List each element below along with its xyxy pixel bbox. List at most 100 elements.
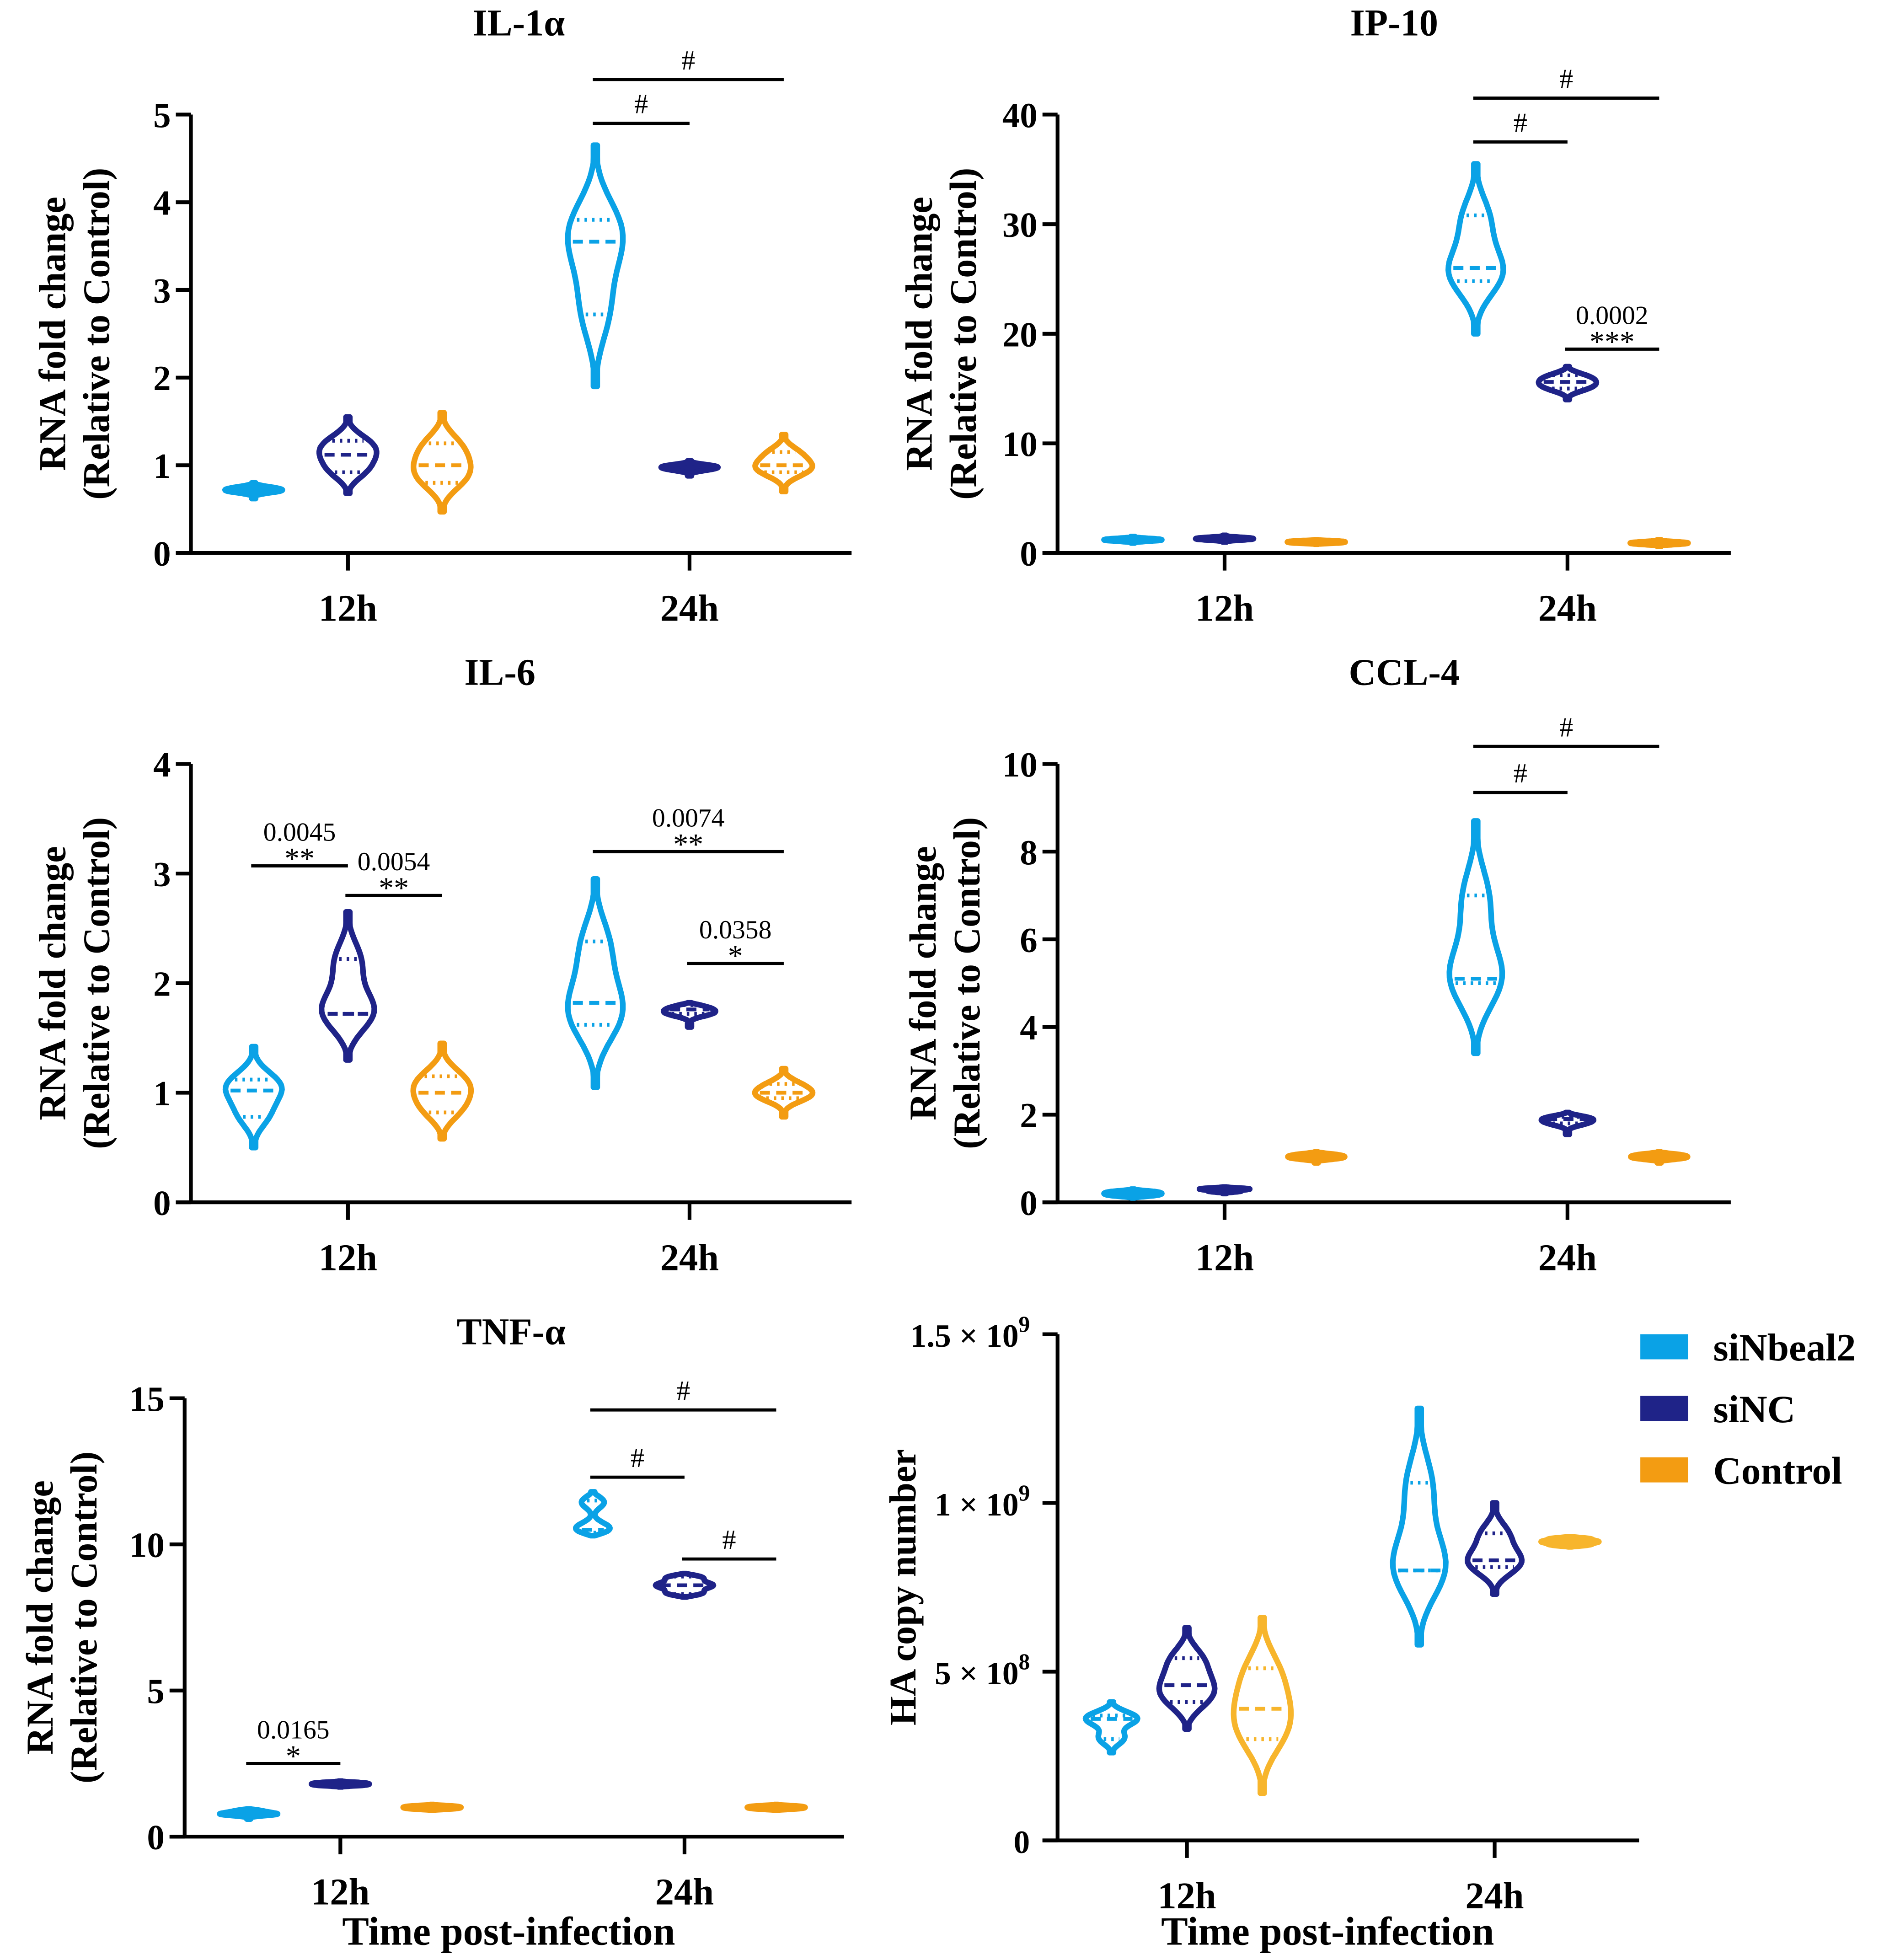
y-tick-base: 5 × 10 [935,1655,1019,1692]
violin-Control-24h [752,1066,816,1120]
y-tick-label: 1 [153,446,171,486]
violin-siNbeal2-24h [573,1489,613,1539]
x-tick-label: 12h [319,1237,377,1278]
y-tick-label: 8 [1020,833,1037,872]
violin-shape [318,909,377,1063]
panel-4: CCL-4 0 2 4 6 8 10 12h 24h RNA fold change (Relati… [902,652,1731,1278]
y-tick-label: 5 [153,96,171,135]
x-axis-label: Time post-infection [1161,1909,1494,1954]
violin-Control-24h [752,432,815,495]
y-tick-label: 4 [153,183,171,223]
y-tick-base: 1.5 × 10 [910,1318,1018,1354]
violin-shape [1285,1149,1348,1166]
significance-bar: ***0.0002 [1565,301,1659,359]
violin-Control-12h [400,1801,464,1814]
legend-label: siNbeal2 [1713,1326,1856,1369]
legend-swatch [1640,1396,1688,1421]
y-tick-label: 0 [153,534,171,573]
violin-shape [1285,537,1348,547]
significance-bar: # [1473,107,1568,144]
violin-siNbeal2-12h [1101,1186,1165,1201]
violin-siNC-12h [318,909,377,1063]
significance-label: # [676,1376,690,1406]
legend-label: Control [1713,1449,1842,1492]
x-tick-label: 12h [1157,1875,1216,1917]
legend-item: siNC [1640,1388,1795,1431]
violin-shape [222,1044,285,1151]
significance-label: # [1514,107,1527,138]
x-tick-label: 12h [1195,1237,1254,1278]
significance-bar: # [682,1525,776,1561]
violin-shape [308,1778,372,1790]
significance-bar: # [1473,758,1568,794]
violin-siNC-24h [1465,1500,1525,1597]
x-tick-label: 12h [311,1871,369,1913]
violin-siNC-24h [660,1000,718,1030]
significance-bar: **0.0074 [593,803,784,861]
legend: siNbeal2 siNC Control [1640,1326,1856,1492]
y-axis-label: RNA fold change [32,846,74,1120]
violin-shape [565,876,626,1090]
y-axis-label: RNA fold change [32,197,74,471]
y-tick-label: 4 [1020,1008,1037,1047]
violin-siNbeal2-12h [222,1044,285,1151]
significance-label: *** [1590,325,1635,359]
violin-Control-24h [1628,1149,1691,1166]
violin-shape [658,458,721,479]
significance-label: # [631,1443,644,1473]
violin-shape [1082,1699,1140,1756]
significance-bar: *0.0358 [687,916,784,973]
y-tick-label: 30 [1002,205,1038,245]
violin-shape [1156,1625,1218,1732]
violin-siNbeal2-24h [565,142,626,390]
y-tick-base: 1 × 10 [935,1487,1019,1523]
y-tick-label: 2 [153,964,171,1003]
violin-shape [1446,818,1505,1056]
violin-siNbeal2-24h [565,876,626,1090]
significance-label: # [1514,758,1527,789]
violin-shape [400,1801,464,1814]
violin-shape [1627,537,1691,550]
y-axis-label: RNA fold change [19,1480,61,1755]
violin-siNbeal2-24h [1390,1405,1449,1648]
violin-shape [565,142,626,390]
y-tick-label: 6 [1020,920,1037,959]
violin-Control-12h [1231,1615,1294,1796]
y-tick-label: 0 [1020,1183,1037,1223]
violin-siNbeal2-12h [217,1806,281,1822]
significance-label: * [286,1740,301,1773]
y-tick-exponent: 9 [1019,1312,1030,1337]
y-tick-label: 0 [1014,1824,1030,1860]
panel-title: IP-10 [1350,2,1438,44]
significance-label: # [634,89,648,120]
violin-Control-24h [744,1801,808,1814]
legend-item: Control [1640,1449,1842,1492]
y-tick-label: 3 [153,855,171,894]
x-tick-label: 24h [655,1871,714,1913]
violin-siNC-24h [1538,1109,1597,1137]
violin-shape [1390,1405,1449,1648]
y-tick-label: 0 [147,1818,164,1857]
panel-2: IP-10 0 10 20 30 40 12h 24h RNA fold change (Rela… [899,2,1731,629]
x-tick-label: 24h [660,1237,719,1278]
p-value-label: 0.0074 [652,803,725,832]
x-tick-label: 12h [1195,587,1254,629]
x-axis-label: Time post-infection [342,1909,675,1954]
p-value-label: 0.0002 [1576,301,1648,330]
y-tick-label: 40 [1002,96,1038,135]
panel-1: IL-1α 0 1 2 3 4 5 12h 24h RNA fold change (Relativ… [32,2,852,629]
x-tick-label: 24h [660,587,719,629]
y-tick-label: 10 [129,1526,165,1565]
panel-3: IL-6 0 1 2 3 4 12h 24h RNA fold change (Relative … [32,652,852,1278]
violin-shape [217,1806,281,1822]
violin-shape [1445,161,1506,337]
significance-label: # [1559,64,1573,95]
legend-swatch [1640,1334,1688,1360]
y-tick-label: 10 [1002,745,1038,784]
y-tick-label: 2 [153,359,171,398]
y-axis-label: (Relative to Control) [63,1451,105,1783]
violin-shape [1465,1500,1525,1597]
violin-siNC-12h [308,1778,372,1790]
violin-siNC-12h [1156,1625,1218,1732]
